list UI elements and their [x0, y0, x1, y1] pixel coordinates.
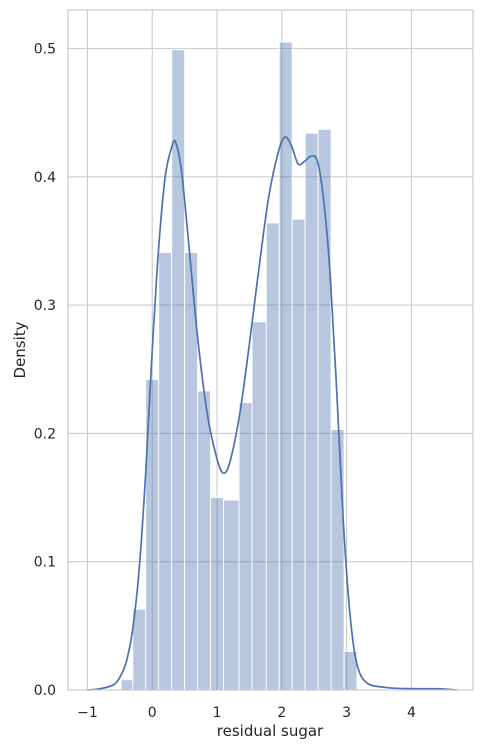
x-tick-label: 2: [277, 705, 286, 721]
plot-frame: [67, 9, 474, 691]
x-tick-label: 1: [213, 705, 222, 721]
y-tick-label: 0.3: [34, 298, 56, 314]
y-tick-label: 0.0: [34, 683, 56, 699]
x-tick-label: −1: [77, 705, 98, 721]
kde-curve: [87, 136, 457, 691]
histogram-bar: [304, 132, 319, 691]
histogram-bars: [120, 41, 358, 691]
x-axis-label: residual sugar: [217, 722, 324, 740]
histogram-bar: [171, 49, 186, 691]
y-tick-label: 0.4: [34, 170, 56, 186]
y-tick-label: 0.1: [34, 555, 56, 571]
y-axis-label: Density: [11, 321, 29, 378]
histogram-bar: [265, 222, 280, 691]
histogram-bar: [278, 41, 293, 691]
histogram-bar: [210, 497, 224, 691]
plot-area: [68, 10, 473, 690]
x-tick-labels: −1 0 1 2 3 4: [77, 705, 416, 721]
histogram-bar: [120, 679, 134, 691]
y-tick-label: 0.2: [34, 426, 56, 442]
histogram-bar: [251, 321, 267, 691]
histogram-bar: [197, 390, 212, 691]
y-tick-labels: 0.0 0.1 0.2 0.3 0.4 0.5: [34, 41, 56, 699]
x-tick-label: 0: [148, 705, 157, 721]
histogram-bar: [223, 499, 240, 691]
histogram-bar: [158, 252, 173, 691]
histogram-bar: [238, 402, 253, 691]
histogram-bar: [291, 218, 306, 691]
y-tick-label: 0.5: [34, 41, 56, 57]
x-tick-label: 4: [407, 705, 416, 721]
x-tick-label: 3: [342, 705, 351, 721]
histogram-bar: [330, 429, 345, 691]
histogram-bar: [132, 608, 147, 691]
